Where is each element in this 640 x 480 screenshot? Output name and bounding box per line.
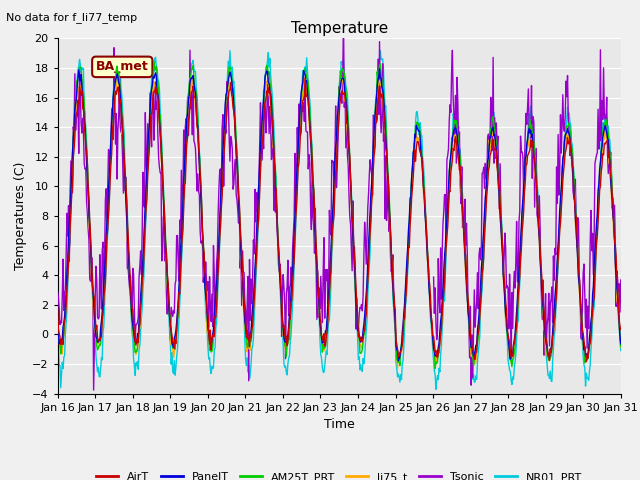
X-axis label: Time: Time: [324, 418, 355, 431]
Text: BA_met: BA_met: [96, 60, 148, 73]
Text: No data for f_li77_temp: No data for f_li77_temp: [6, 12, 138, 23]
Legend: AirT, PanelT, AM25T_PRT, li75_t, Tsonic, NR01_PRT: AirT, PanelT, AM25T_PRT, li75_t, Tsonic,…: [92, 468, 587, 480]
Y-axis label: Temperatures (C): Temperatures (C): [13, 162, 26, 270]
Title: Temperature: Temperature: [291, 21, 388, 36]
